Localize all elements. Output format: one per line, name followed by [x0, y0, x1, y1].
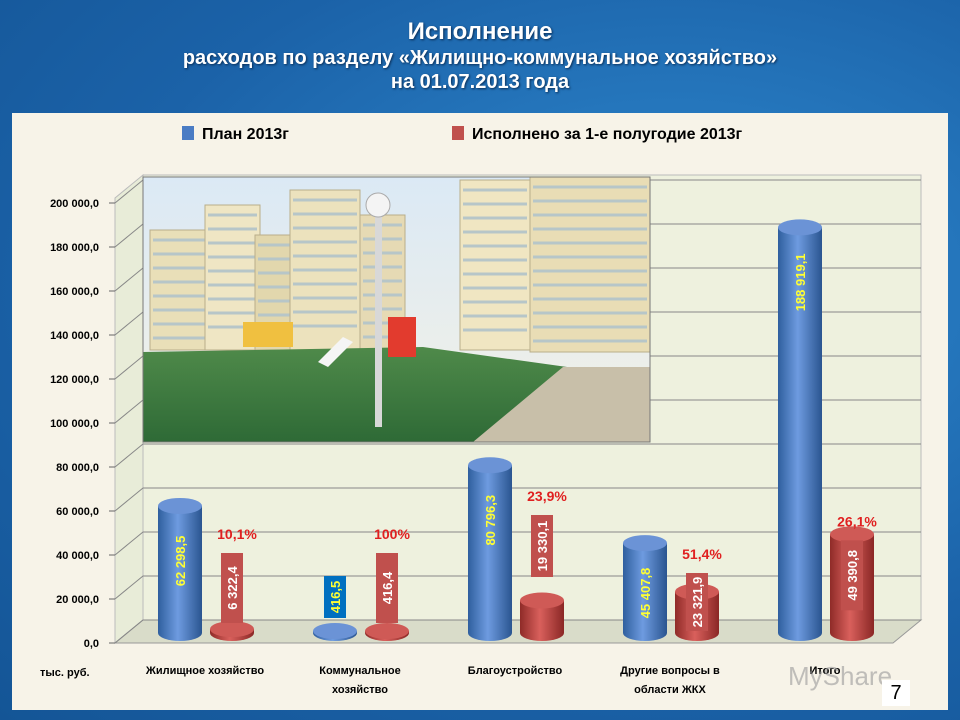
- y-tick-label: 120 000,0: [50, 374, 99, 386]
- percentage-label: 100%: [374, 526, 410, 542]
- x-category-label: Другие вопросы в: [620, 665, 720, 677]
- executed-value-label: 416,4: [380, 571, 395, 604]
- bar-executed-base: [830, 625, 874, 641]
- y-tick-label: 40 000,0: [56, 550, 99, 562]
- x-category-label: Благоустройство: [468, 665, 563, 677]
- y-tick-label: 200 000,0: [50, 198, 99, 210]
- legend-label: План 2013г: [202, 126, 289, 143]
- legend-swatch: [452, 126, 464, 140]
- y-tick-label: 80 000,0: [56, 462, 99, 474]
- photo-building: [149, 229, 211, 351]
- unit-label: тыс. руб.: [40, 667, 90, 679]
- percentage-label: 26,1%: [837, 513, 877, 529]
- executed-label-box: [686, 573, 708, 631]
- bar-plan-top: [778, 219, 822, 236]
- legend-swatch: [182, 126, 194, 140]
- x-category-label: области ЖКХ: [634, 684, 706, 696]
- bar-plan-body: [468, 465, 512, 633]
- bar-plan-base: [158, 625, 202, 641]
- residential-buildings-playground-photo: [142, 176, 651, 443]
- bar-plan: [468, 457, 512, 641]
- x-category-label: Жилищное хозяйство: [145, 665, 264, 677]
- bar-plan-body: [158, 505, 202, 633]
- gridline: [114, 531, 921, 556]
- plan-value-label: 62 298,5: [173, 536, 188, 587]
- y-tick-label: 180 000,0: [50, 242, 99, 254]
- executed-value-label: 6 322,4: [225, 566, 240, 610]
- photo-lamp: [365, 192, 391, 218]
- y-tick-label: 160 000,0: [50, 286, 99, 298]
- title-line-1: Исполнение: [407, 18, 553, 45]
- bar-executed-top: [830, 526, 874, 543]
- watermark-logo: MyShare: [788, 661, 892, 691]
- bar-plan-top: [313, 623, 357, 639]
- bar-plan-top: [623, 535, 667, 552]
- bar-plan: [313, 623, 357, 641]
- gridline: [114, 443, 921, 468]
- y-tick-label: 20 000,0: [56, 594, 99, 606]
- x-category-label: Итого: [809, 665, 840, 677]
- bar-executed-base: [520, 625, 564, 641]
- photo-playground-house: [388, 317, 416, 357]
- bar-plan-base: [623, 625, 667, 641]
- plan-value-label: 416,5: [328, 581, 343, 614]
- plan-value-label: 188 919,1: [793, 253, 808, 311]
- x-category-label: хозяйство: [332, 684, 388, 696]
- y-tick-label: 0,0: [84, 638, 99, 650]
- bar-plan-top: [468, 457, 512, 474]
- executed-value-label: 23 321,9: [690, 577, 705, 628]
- bar-plan: [778, 219, 822, 641]
- bar-plan-base: [468, 625, 512, 641]
- bar-plan: [623, 535, 667, 641]
- title-line-3: на 01.07.2013 года: [390, 71, 570, 93]
- slide-title: Исполнение расходов по разделу «Жилищно-…: [0, 18, 960, 94]
- percentage-label: 51,4%: [682, 546, 722, 562]
- bar-executed: [365, 623, 409, 641]
- executed-label-box: [531, 515, 553, 577]
- plot-side-wall: [114, 173, 144, 645]
- plan-value-label: 80 796,3: [483, 495, 498, 546]
- legend-label: Исполнено за 1-е полугодие 2013г: [472, 126, 743, 143]
- y-tick-label: 60 000,0: [56, 506, 99, 518]
- photo-playground-frame: [243, 322, 293, 347]
- plan-value-label: 45 407,8: [638, 568, 653, 619]
- bar-plan: [158, 497, 202, 641]
- bar-executed: [210, 621, 254, 641]
- page-number: 7: [882, 680, 910, 706]
- photo-building: [459, 179, 531, 351]
- bar-executed-top: [520, 592, 564, 609]
- y-tick-label: 140 000,0: [50, 330, 99, 342]
- executed-value-label: 19 330,1: [535, 521, 550, 572]
- photo-pavement: [473, 367, 650, 442]
- photo-building: [529, 176, 651, 353]
- x-category-label: Коммунальное: [319, 665, 401, 677]
- plan-label-box: [324, 576, 346, 618]
- photo-slide: [318, 337, 353, 367]
- photo-border: [142, 176, 651, 443]
- executed-label-box: [841, 540, 863, 611]
- percentage-label: 10,1%: [217, 526, 257, 542]
- photo-lamp-post: [375, 207, 382, 427]
- y-tick-label: 100 000,0: [50, 418, 99, 430]
- bar-plan-body: [778, 227, 822, 633]
- bar-plan-top: [158, 497, 202, 514]
- title-line-2: расходов по разделу «Жилищно-коммунально…: [182, 47, 778, 69]
- executed-label-box: [221, 553, 243, 623]
- bar-plan-body: [623, 543, 667, 633]
- bar-executed: [520, 592, 564, 641]
- percentage-label: 23,9%: [527, 488, 567, 504]
- executed-value-label: 49 390,8: [845, 550, 860, 601]
- bar-plan-base: [778, 625, 822, 641]
- bar-executed-top: [365, 623, 409, 639]
- gridline: [114, 487, 921, 512]
- executed-label-box: [376, 553, 398, 623]
- bar-executed-top: [210, 621, 254, 638]
